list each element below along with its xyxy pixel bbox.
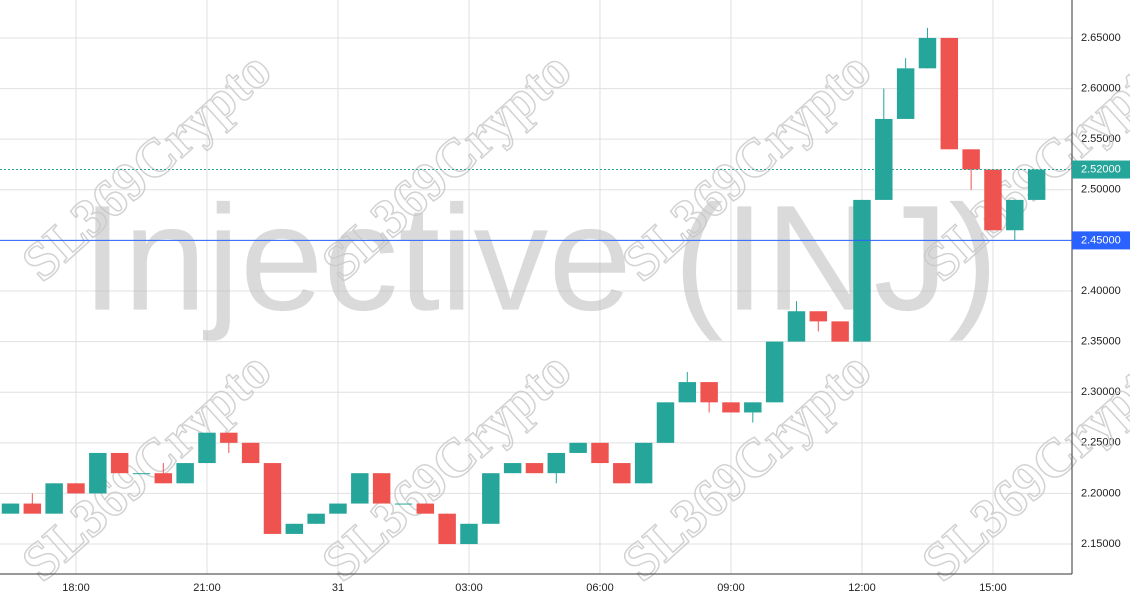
- y-tick-label: 2.40000: [1081, 285, 1121, 297]
- y-tick-label: 2.35000: [1081, 336, 1121, 348]
- candle-body: [110, 452, 129, 474]
- y-tick-label: 2.55000: [1081, 133, 1121, 145]
- candle-body: [875, 118, 893, 200]
- candle-body: [678, 382, 697, 403]
- candle-body: [198, 432, 216, 464]
- candle-body: [89, 452, 107, 494]
- candle-body: [460, 523, 478, 545]
- candle-body: [613, 463, 631, 484]
- candle-body: [831, 321, 849, 342]
- candle-body: [503, 463, 522, 474]
- x-tick-label: 18:00: [62, 582, 90, 594]
- candle-body: [722, 402, 740, 413]
- candle-body: [438, 513, 456, 545]
- candle-body: [744, 402, 762, 413]
- y-tick-label: 2.60000: [1081, 82, 1121, 94]
- candle-body: [547, 452, 566, 474]
- candle-body: [45, 483, 63, 514]
- candle-body: [940, 37, 959, 150]
- candle-body: [67, 483, 85, 494]
- candle-body: [918, 37, 937, 69]
- y-tick-label: 2.50000: [1081, 184, 1121, 196]
- candle-body: [853, 199, 871, 342]
- x-tick-label: 31: [332, 582, 344, 594]
- candle-body: [416, 503, 435, 514]
- x-tick-label: 09:00: [717, 582, 745, 594]
- candle-body: [962, 149, 980, 170]
- y-tick-label: 2.20000: [1081, 487, 1121, 499]
- candle-body: [220, 432, 238, 443]
- candle-body: [132, 473, 151, 475]
- candle-body: [394, 503, 413, 505]
- candle-body: [351, 473, 369, 504]
- candle-body: [285, 523, 304, 534]
- candle-body: [176, 463, 194, 484]
- x-tick-label: 21:00: [193, 582, 221, 594]
- y-tick-label: 2.25000: [1081, 437, 1121, 449]
- candle-body: [984, 169, 1002, 231]
- x-tick-label: 06:00: [586, 582, 614, 594]
- candle-body: [372, 473, 391, 504]
- candle-body: [307, 513, 325, 524]
- candle-body: [700, 382, 718, 403]
- candle-body: [263, 463, 282, 534]
- y-tick-label: 2.30000: [1081, 386, 1121, 398]
- candle-body: [23, 503, 42, 514]
- watermark-brand: SL369Crypto: [910, 339, 1130, 592]
- candle-body: [896, 68, 915, 119]
- candle-body: [591, 442, 609, 464]
- candle-body: [525, 463, 544, 474]
- y-tick-label: 2.15000: [1081, 538, 1121, 550]
- price-label: 2.52000: [1081, 163, 1121, 175]
- watermark-brand: SL369Crypto: [10, 339, 282, 592]
- price-label-bg: [1072, 160, 1130, 179]
- candle-body: [569, 442, 587, 453]
- candle-body: [787, 311, 806, 342]
- y-tick-label: 2.65000: [1081, 32, 1121, 44]
- candle-body: [1006, 199, 1024, 231]
- x-tick-label: 15:00: [979, 582, 1007, 594]
- candle-body: [1, 503, 20, 514]
- price-label: 2.45000: [1081, 234, 1121, 246]
- candle-body: [656, 402, 675, 443]
- candle-body: [1027, 169, 1046, 200]
- watermark-title: Injective (INJ): [82, 174, 999, 342]
- x-tick-label: 12:00: [848, 582, 876, 594]
- candle-body: [329, 503, 347, 514]
- candle-body: [634, 442, 653, 484]
- candle-body: [482, 473, 500, 524]
- price-label-bg: [1072, 231, 1130, 250]
- x-tick-label: 03:00: [455, 582, 483, 594]
- candle-body: [241, 442, 260, 464]
- candle-body: [809, 311, 828, 322]
- candle-body: [765, 341, 784, 403]
- candle-body: [154, 473, 173, 484]
